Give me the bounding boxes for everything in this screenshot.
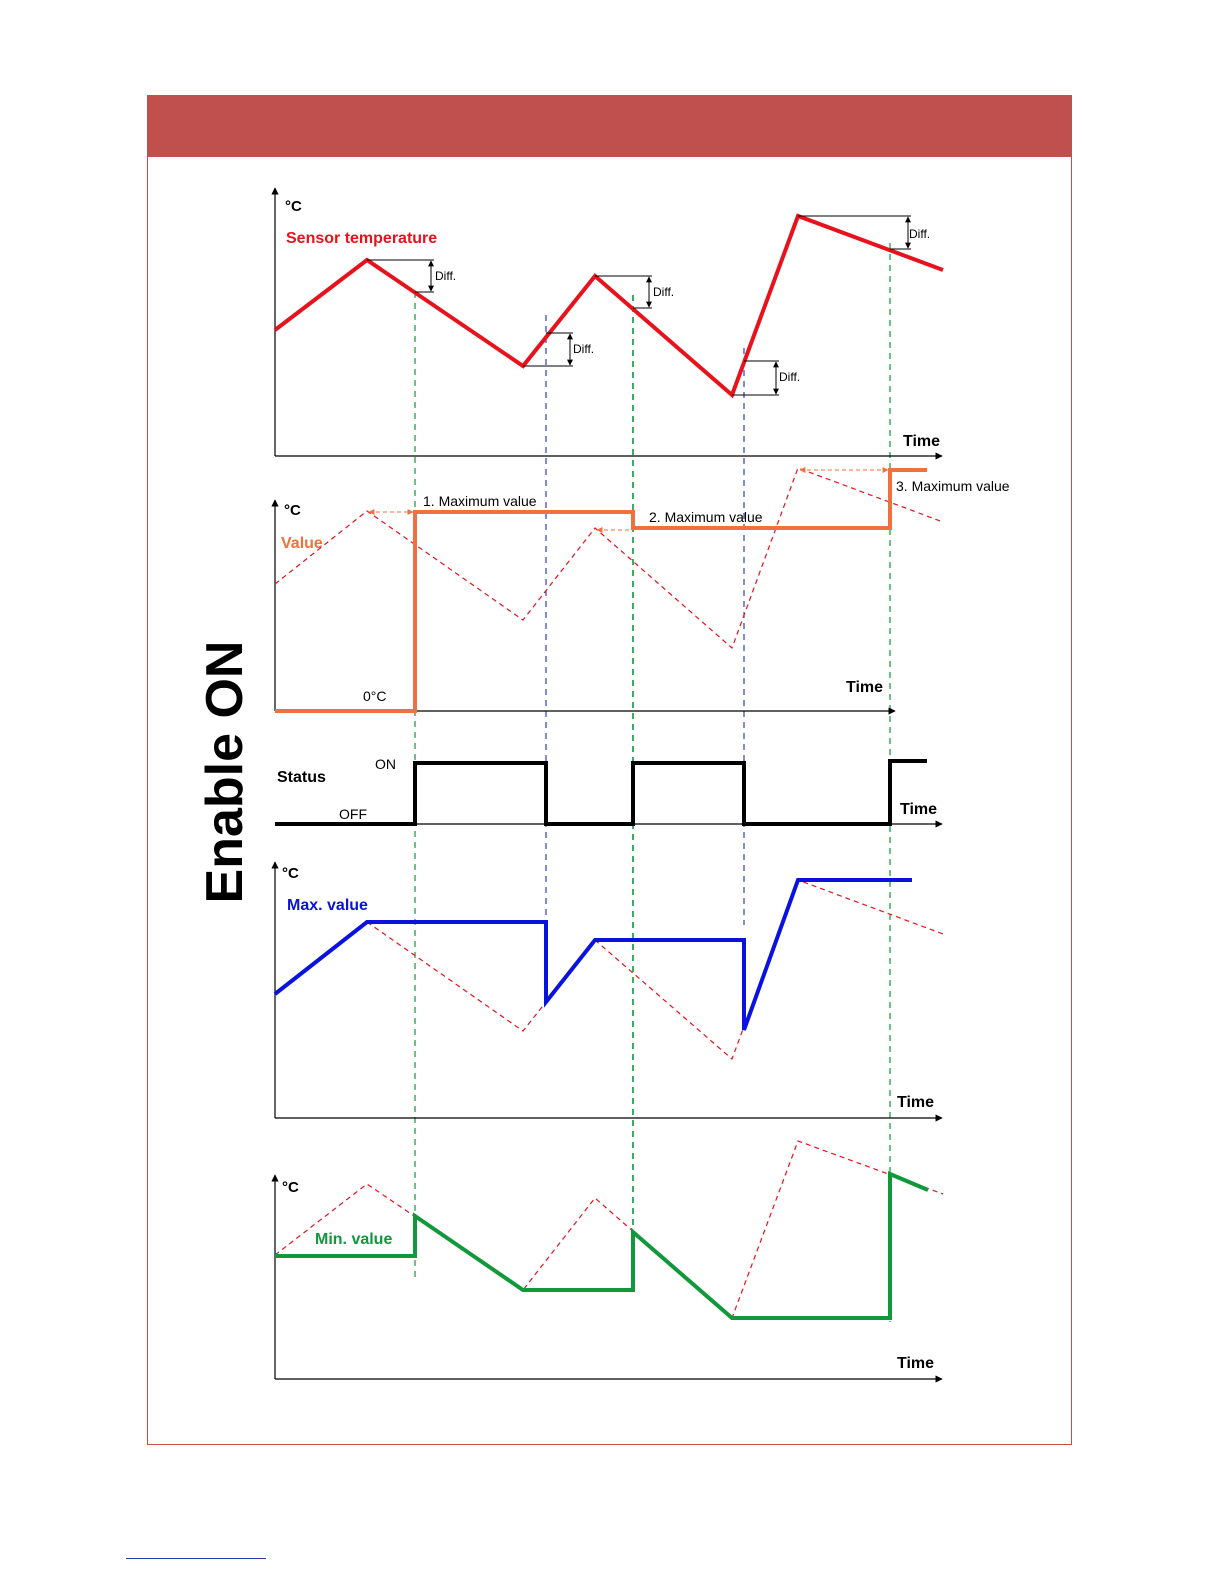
value-annotation-2: 2. Maximum value	[649, 509, 763, 525]
value-unit: °C	[284, 502, 301, 519]
max-time-label: Time	[897, 1094, 934, 1111]
min-label: Min. value	[315, 1231, 392, 1248]
diff-marker-4: Diff.	[732, 360, 800, 396]
diff-label-2: Diff.	[573, 342, 594, 356]
min-sensor-ghost	[274, 1140, 944, 1320]
min-time-label: Time	[897, 1355, 934, 1372]
value-annotation-3: 3. Maximum value	[896, 478, 1010, 494]
min-line	[275, 1170, 929, 1320]
panel-sensor: °C Sensor temperature Time Diff. Diff. D…	[271, 187, 944, 460]
max-unit: °C	[282, 865, 299, 882]
diff-marker-3: Diff.	[595, 275, 674, 309]
diff-label-5: Diff.	[909, 227, 930, 241]
diff-label-3: Diff.	[653, 285, 674, 299]
status-label: Status	[277, 769, 326, 786]
header-bar	[147, 95, 1072, 157]
max-sensor-ghost	[274, 879, 944, 1061]
value-line	[275, 468, 927, 713]
sensor-time-label: Time	[903, 433, 940, 450]
value-sensor-ghost	[274, 467, 944, 650]
status-time-label: Time	[900, 801, 937, 818]
status-off-label: OFF	[339, 806, 367, 822]
guide-lines	[414, 243, 891, 1322]
diff-marker-5: Diff.	[798, 215, 930, 250]
panel-min: °C Min. value Time	[271, 1140, 944, 1383]
value-zero-label: 0°C	[363, 688, 387, 704]
value-annotation-1: 1. Maximum value	[423, 493, 537, 509]
sensor-unit: °C	[285, 198, 302, 215]
diff-marker-1: Diff.	[367, 259, 456, 293]
diff-label-1: Diff.	[435, 269, 456, 283]
panel-status: Status ON OFF Time	[275, 756, 943, 828]
diff-label-4: Diff.	[779, 370, 800, 384]
status-line	[275, 759, 927, 826]
footer-rule	[126, 1558, 266, 1559]
max-label: Max. value	[287, 897, 368, 914]
value-label: Value	[281, 535, 323, 552]
status-on-label: ON	[375, 756, 396, 772]
panel-value: °C Value Time 0°C 1. Maximum value 2. Ma…	[271, 467, 1010, 715]
panel-max: °C Max. value Time	[271, 861, 944, 1122]
diff-marker-2: Diff.	[523, 332, 594, 367]
sensor-label: Sensor temperature	[286, 230, 437, 247]
value-time-label: Time	[846, 679, 883, 696]
max-line	[273, 878, 912, 1031]
min-unit: °C	[282, 1179, 299, 1196]
